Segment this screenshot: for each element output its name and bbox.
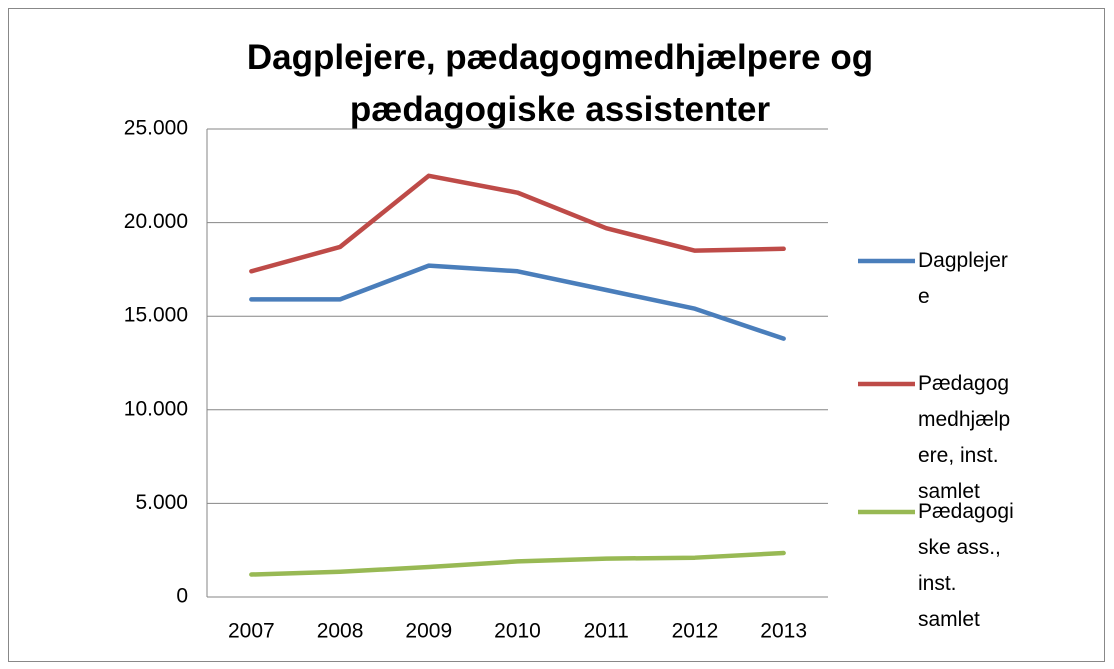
- x-tick-label: 2007: [228, 620, 275, 643]
- y-tick-label: 0: [176, 585, 188, 608]
- x-tick-label: 2012: [672, 620, 719, 643]
- y-tick-label: 20.000: [124, 210, 188, 233]
- y-tick-label: 5.000: [135, 491, 188, 514]
- data-line: [249, 550, 786, 577]
- y-tick-label: 15.000: [124, 304, 188, 327]
- chart-title: Dagplejere, pædagogmedhjælpere og pædago…: [246, 38, 874, 129]
- chart-border: [8, 8, 1105, 662]
- data-line: [249, 263, 786, 341]
- x-tick-label: 2008: [317, 620, 364, 643]
- x-tick-label: 2013: [760, 620, 807, 643]
- x-tick-label: 2011: [584, 620, 629, 643]
- x-tick-label: 2010: [494, 620, 541, 643]
- y-tick-label: 10.000: [124, 397, 188, 420]
- legend-label: Pædagogmedhjælpere, inst. samlet: [918, 372, 1011, 503]
- y-tick-label: 25.000: [124, 117, 188, 140]
- legend-label: Pædagogiske ass., inst. samlet: [918, 500, 1014, 631]
- x-tick-label: 2009: [405, 620, 452, 643]
- legend-label: Dagplejere: [918, 249, 1008, 308]
- data-line: [249, 173, 786, 274]
